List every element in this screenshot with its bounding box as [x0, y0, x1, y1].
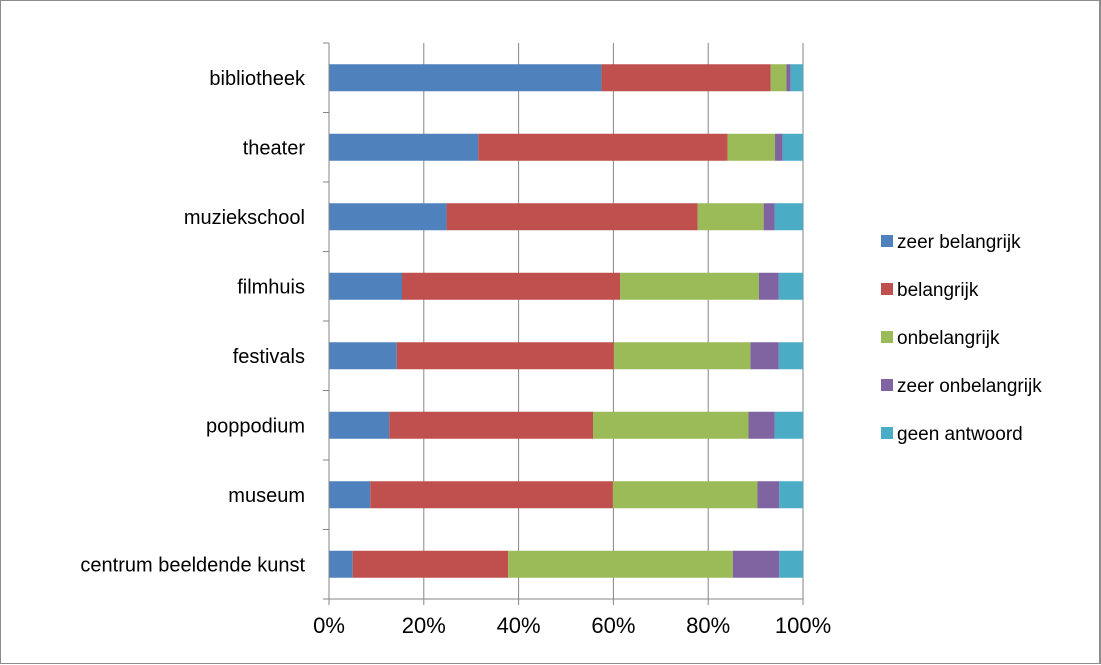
bar-muziekschool-onbelangrijk: [697, 203, 764, 231]
legend-label-onbelangrijk: onbelangrijk: [897, 328, 1000, 349]
bar-centrum-beeldende-kunst-belangrijk: [352, 550, 509, 578]
bar-muziekschool-zeer-onbelangrijk: [763, 203, 775, 231]
category-label-theater: theater: [243, 137, 306, 159]
legend-swatch-belangrijk: [881, 283, 893, 295]
bar-filmhuis-belangrijk: [401, 272, 621, 300]
bar-theater-belangrijk: [478, 133, 728, 161]
category-label-poppodium: poppodium: [206, 415, 305, 437]
legend-swatch-zeer-onbelangrijk: [881, 379, 893, 391]
legend-label-zeer-belangrijk: zeer belangrijk: [897, 232, 1021, 253]
category-label-museum: museum: [228, 485, 305, 507]
bar-filmhuis-zeer-onbelangrijk: [758, 272, 779, 300]
legend-swatch-geen-antwoord: [881, 427, 893, 439]
category-label-centrum-beeldende-kunst: centrum beeldende kunst: [80, 554, 305, 576]
bar-festivals-zeer-onbelangrijk: [750, 342, 779, 370]
legend-swatch-zeer-belangrijk: [881, 235, 893, 247]
bar-filmhuis-geen-antwoord: [778, 272, 803, 300]
bar-centrum-beeldende-kunst-onbelangrijk: [508, 550, 733, 578]
x-tick-label: 40%: [497, 613, 541, 638]
bar-festivals-zeer-belangrijk: [329, 342, 397, 370]
legend-swatch-onbelangrijk: [881, 331, 893, 343]
bar-museum-zeer-onbelangrijk: [757, 481, 780, 509]
bar-museum-zeer-belangrijk: [329, 481, 371, 509]
bar-bibliotheek-geen-antwoord: [790, 64, 803, 92]
bars: [329, 64, 803, 578]
bar-theater-geen-antwoord: [782, 133, 803, 161]
category-labels: bibliotheek theater muziekschool filmhuis fe…: [80, 68, 306, 577]
gridlines: [423, 43, 804, 599]
bar-museum-geen-antwoord: [779, 481, 803, 509]
x-tick-label: 60%: [591, 613, 635, 638]
bar-filmhuis-zeer-belangrijk: [329, 272, 402, 300]
bar-poppodium-onbelangrijk: [593, 411, 749, 439]
tick-labels: 0% 20% 40% 60% 80% 100%: [313, 613, 831, 638]
bar-bibliotheek-belangrijk: [601, 64, 771, 92]
bar-museum-belangrijk: [370, 481, 613, 509]
category-label-festivals: festivals: [233, 346, 305, 368]
legend-label-belangrijk: belangrijk: [897, 280, 979, 301]
bar-museum-onbelangrijk: [612, 481, 758, 509]
legend: zeer belangrijk belangrijk onbelangrijk zee…: [881, 232, 1042, 445]
category-label-bibliotheek: bibliotheek: [209, 68, 306, 90]
bar-festivals-belangrijk: [396, 342, 614, 370]
category-label-filmhuis: filmhuis: [237, 276, 305, 298]
bar-poppodium-geen-antwoord: [774, 411, 803, 439]
bar-muziekschool-belangrijk: [446, 203, 698, 231]
x-tick-label: 20%: [402, 613, 446, 638]
bar-poppodium-belangrijk: [389, 411, 594, 439]
bar-festivals-onbelangrijk: [613, 342, 751, 370]
bar-poppodium-zeer-onbelangrijk: [748, 411, 775, 439]
legend-label-geen-antwoord: geen antwoord: [897, 424, 1023, 445]
bar-filmhuis-onbelangrijk: [620, 272, 759, 300]
bar-muziekschool-zeer-belangrijk: [329, 203, 447, 231]
x-tick-label: 0%: [313, 613, 345, 638]
bar-theater-onbelangrijk: [727, 133, 776, 161]
legend-label-zeer-onbelangrijk: zeer onbelangrijk: [897, 376, 1042, 397]
bar-muziekschool-geen-antwoord: [774, 203, 803, 231]
axes: [323, 42, 804, 605]
bar-centrum-beeldende-kunst-geen-antwoord: [779, 550, 803, 578]
bar-festivals-geen-antwoord: [778, 342, 803, 370]
bar-centrum-beeldende-kunst-zeer-onbelangrijk: [732, 550, 780, 578]
bar-bibliotheek-zeer-belangrijk: [329, 64, 602, 92]
bar-theater-zeer-belangrijk: [329, 133, 479, 161]
bar-bibliotheek-onbelangrijk: [770, 64, 787, 92]
x-tick-label: 100%: [775, 613, 831, 638]
bar-theater-zeer-onbelangrijk: [775, 133, 783, 161]
bar-bibliotheek-zeer-onbelangrijk: [786, 64, 791, 92]
category-label-muziekschool: muziekschool: [184, 207, 305, 229]
bar-centrum-beeldende-kunst-zeer-belangrijk: [329, 550, 353, 578]
x-tick-label: 80%: [686, 613, 730, 638]
bar-poppodium-zeer-belangrijk: [329, 411, 390, 439]
